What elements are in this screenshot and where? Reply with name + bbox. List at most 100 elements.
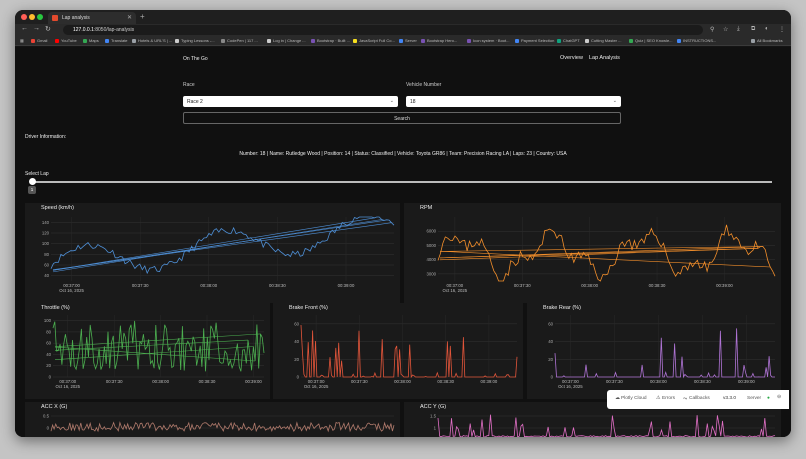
bookmark-item[interactable]: Maps <box>83 38 99 43</box>
profile-icon[interactable]: ◐ <box>765 26 769 32</box>
y-tick-label: 60 <box>44 263 49 268</box>
y-tick-label: 40 <box>294 339 299 344</box>
race-label: Race <box>183 82 195 88</box>
bookmark-item[interactable]: Gmail <box>31 38 47 43</box>
brake-rear-chart[interactable]: Brake Rear (%) 0 20 40 60 00:37:00 Oct 16, 20… <box>527 303 781 399</box>
collapse-badge-icon[interactable]: ⊖ <box>777 395 782 400</box>
back-arrow-icon[interactable]: ← <box>21 25 28 32</box>
errors-button[interactable]: Errors <box>662 396 676 401</box>
y-tick-label: 80 <box>44 252 49 257</box>
new-tab-icon[interactable]: + <box>140 12 145 21</box>
bookmark-item[interactable]: Log in | Change ... <box>267 38 306 43</box>
y-tick-label: 40 <box>46 352 51 357</box>
y-tick-label: 80 <box>46 329 51 334</box>
y-tick-label: 0 <box>47 426 50 431</box>
minimize-window-button[interactable] <box>29 14 35 20</box>
maximize-window-button[interactable] <box>37 14 43 20</box>
bookmark-item[interactable]: Bootstrap Hero... <box>421 38 457 43</box>
url-field[interactable]: 127.0.0.1:8050/lap-analysis <box>63 25 703 35</box>
plotly-cloud-icon: ☁ <box>615 396 620 401</box>
close-tab-icon[interactable]: ✕ <box>126 15 132 21</box>
acc-y-plot: 1.51 <box>430 414 776 437</box>
download-icon[interactable]: ⤓ <box>737 26 740 32</box>
menu-dots-icon[interactable]: ⋮ <box>779 27 785 33</box>
acc-y-chart-title: ACC Y (G) <box>420 404 447 410</box>
server-ok-icon: ● <box>767 396 770 401</box>
bookmark-item[interactable]: INSTRUCTIONS... <box>677 38 716 43</box>
bookmark-item[interactable]: Server <box>399 38 417 43</box>
chevron-down-icon: ⌄ <box>389 98 394 104</box>
x-tick-label: 00:37:30 <box>514 283 531 288</box>
y-tick-label: 20 <box>294 357 299 362</box>
y-tick-label: 5000 <box>426 243 436 248</box>
trace-line <box>439 246 763 252</box>
reload-icon[interactable]: ↻ <box>45 26 51 33</box>
trace-line <box>437 414 776 437</box>
bookmark-item[interactable]: Cutting Master ... <box>585 38 621 43</box>
x-tick-label: 00:38:00 <box>152 379 169 384</box>
bookmark-favicon-icon <box>175 39 179 43</box>
bookmark-item[interactable]: YouTube <box>55 38 77 43</box>
bookmark-item[interactable]: Translate <box>105 38 128 43</box>
x-tick-label: 00:37:00 <box>446 283 463 288</box>
bookmark-favicon-icon <box>421 39 425 43</box>
bookmark-favicon-icon <box>751 39 755 43</box>
forward-arrow-icon[interactable]: → <box>33 25 40 32</box>
browser-tab[interactable]: Lap analysis ✕ <box>48 12 136 24</box>
trace-line <box>439 248 759 261</box>
bookmark-favicon-icon <box>55 39 59 43</box>
x-tick-label: 00:39:00 <box>738 379 755 384</box>
tab-favicon-icon <box>52 15 58 21</box>
y-tick-label: 20 <box>548 357 553 362</box>
apps-grid-icon[interactable]: ▦ <box>20 38 24 43</box>
bookmark-item[interactable]: Bootstrap · Built ... <box>311 38 350 43</box>
nav-lap-analysis[interactable]: Lap Analysis <box>589 55 620 61</box>
x-tick-label: 00:38:00 <box>650 379 667 384</box>
x-tick-label: 00:38:30 <box>269 283 286 288</box>
bookmark-favicon-icon <box>557 39 561 43</box>
zoom-icon[interactable]: ⚲ <box>710 27 715 33</box>
trace-line <box>52 217 375 271</box>
bookmark-item[interactable]: Hotels & URL'S | ... <box>132 38 172 43</box>
acc-x-chart[interactable]: ACC X (G) 0.5 0 <box>25 402 400 437</box>
y-tick-label: 0 <box>49 375 52 380</box>
bookmark-item[interactable]: Typing Lessons -... <box>175 38 215 43</box>
vehicle-select[interactable]: 18 ⌄ <box>406 96 621 107</box>
bookmark-favicon-icon <box>31 39 35 43</box>
bookmark-item[interactable]: JavaScript Full Co... <box>353 38 395 43</box>
callbacks-button[interactable]: Callbacks <box>689 396 710 401</box>
x-tick-label: 00:38:30 <box>649 283 666 288</box>
x-tick-label: 00:37:00 <box>59 379 76 384</box>
x-tick-label: 00:37:30 <box>351 379 368 384</box>
race-select[interactable]: Race 2 ⌄ <box>183 96 398 107</box>
lap-slider-track[interactable] <box>32 181 772 183</box>
bookmark-item[interactable]: Payment Selection <box>515 38 554 43</box>
bookmark-item[interactable]: Quiz | SEO Knowle... <box>629 38 673 43</box>
extensions-icon[interactable]: ⧉ <box>751 26 756 32</box>
bookmark-star-icon[interactable]: ☆ <box>723 27 729 33</box>
lap-slider-handle[interactable] <box>29 178 36 185</box>
throttle-chart[interactable]: Throttle (%) 0 20 40 60 80 100 00:37:00 Oct 16,… <box>25 303 270 399</box>
close-window-button[interactable] <box>21 14 27 20</box>
x-tick-label: 00:37:30 <box>606 379 623 384</box>
bookmark-item[interactable]: Icon system · Boot... <box>467 38 509 43</box>
bookmark-item[interactable]: CodePen | 117 ... <box>221 38 258 43</box>
y-tick-label: 100 <box>44 318 52 323</box>
brake-front-chart[interactable]: Brake Front (%) 0 20 40 60 00:37:00 Oct 16, 2… <box>273 303 523 399</box>
rpm-chart-title: RPM <box>420 205 433 211</box>
search-button[interactable]: Search <box>183 112 621 124</box>
y-tick-label: 0.5 <box>43 414 50 419</box>
nav-overview[interactable]: Overview <box>560 55 583 61</box>
rpm-chart[interactable]: RPM 3000 4000 5000 6000 00:37:00 Oct 16, 2025… <box>404 203 781 303</box>
x-date-label: Oct 16, 2025 <box>443 288 468 293</box>
y-tick-label: 4000 <box>426 257 436 262</box>
trace-line <box>50 421 395 433</box>
plotly-cloud-button[interactable]: Plotly Cloud <box>621 396 647 401</box>
bookmark-item[interactable]: All Bookmarks <box>751 38 783 43</box>
speed-chart[interactable]: Speed (km/h) 40 60 80 100 120 140 00:37:00 Oct … <box>25 203 400 303</box>
bookmark-item[interactable]: ChatGPT <box>557 38 580 43</box>
trace-line <box>52 320 265 372</box>
tab-title: Lap analysis <box>62 15 90 21</box>
trace-line <box>54 339 249 351</box>
